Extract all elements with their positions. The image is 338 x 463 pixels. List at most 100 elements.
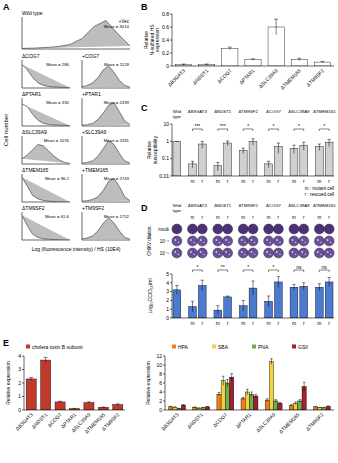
- well: [289, 224, 299, 234]
- panel-title: ΔTM9SF2: [22, 205, 45, 211]
- plaque: [317, 251, 319, 253]
- text-line: ΔCOG7: [266, 203, 282, 208]
- text-line: ΔCOG7: [266, 109, 282, 114]
- y-tick: [170, 158, 172, 159]
- panel-label: D: [141, 203, 148, 213]
- x-tick-label: m: [292, 178, 296, 184]
- x-tick-label: m: [292, 215, 296, 220]
- legend-swatch: [212, 345, 216, 349]
- plot-area: [26, 357, 123, 410]
- well: [238, 248, 248, 258]
- legend-swatch: [292, 345, 296, 349]
- y-tick: [170, 309, 172, 310]
- significance-label: ns: [322, 264, 328, 270]
- bar: [201, 408, 205, 410]
- text-line: ΔNDST1: [214, 203, 232, 208]
- histogram: [22, 104, 70, 126]
- plaque: [270, 242, 271, 243]
- axes-frame: [22, 212, 70, 240]
- y-tick-label: 4: [159, 389, 162, 395]
- histogram: [82, 66, 130, 87]
- y-tick-label: 0.1: [162, 155, 169, 161]
- error-bar: [222, 376, 225, 385]
- well: [248, 224, 258, 234]
- plaque: [251, 239, 253, 241]
- y-tick: [170, 176, 172, 177]
- x-tick-label: m: [317, 215, 321, 220]
- error-bar: [242, 397, 245, 400]
- x-tick-label: r: [328, 320, 330, 326]
- y-tick: [170, 318, 172, 319]
- well: [324, 224, 334, 234]
- x-tick-label: m: [267, 178, 271, 184]
- text-line: ΔSLC39A9: [288, 203, 310, 208]
- y-axis-label: RelativeN-sulfated HSexpression: [143, 24, 160, 56]
- bar: [205, 407, 209, 410]
- error-bar: [270, 359, 273, 364]
- error-bar: [182, 404, 185, 406]
- plaque: [193, 242, 194, 243]
- plaque: [225, 251, 227, 253]
- bar: [181, 405, 185, 410]
- plaque: [241, 251, 243, 253]
- histogram-area: [82, 103, 130, 126]
- y-tick-label: 0.6: [162, 24, 169, 30]
- axes-frame: [22, 17, 130, 49]
- panel-label: C: [141, 103, 148, 113]
- x-tick-label: r: [201, 320, 203, 326]
- group-label: ΔNDST1: [214, 109, 232, 114]
- error-bar: [274, 400, 277, 403]
- legend-label: SBA: [218, 344, 229, 350]
- panel-title: ΔCOG7: [22, 53, 40, 59]
- x-tick-label: r: [278, 215, 280, 220]
- text-line: expression: [154, 28, 160, 52]
- x-tick-label: r: [227, 178, 229, 184]
- error-bar: [218, 392, 221, 396]
- significance-bracket: [269, 129, 279, 131]
- significance-bracket: [243, 270, 253, 272]
- plaque: [292, 251, 294, 253]
- x-tick-label: m: [191, 215, 195, 220]
- x-tick-label: ΔB3GAT3: [14, 411, 34, 431]
- histogram: [82, 179, 130, 202]
- well: [172, 248, 182, 258]
- bar: [173, 407, 177, 410]
- axes-frame: [22, 174, 70, 202]
- error-bar: [226, 379, 229, 386]
- plaque: [295, 254, 296, 255]
- error-bar: [29, 378, 33, 381]
- image-row-label: 10⁻⁵: [160, 251, 169, 256]
- plaque: [279, 254, 280, 255]
- plot-area: [175, 19, 330, 66]
- error-bar: [294, 402, 297, 405]
- image-row-label: 10⁻⁴: [160, 239, 169, 244]
- y-tick: [163, 392, 165, 393]
- plaque: [279, 242, 280, 243]
- x-tick-label: r: [201, 178, 203, 184]
- plaque: [330, 242, 331, 243]
- y-tick-label: 3: [18, 366, 21, 372]
- plaque: [305, 254, 306, 255]
- axes-frame: [82, 60, 130, 88]
- text-line: ΔTMEM165: [313, 109, 336, 114]
- well: [197, 248, 207, 258]
- error-bar: [277, 143, 280, 153]
- bar: [315, 147, 323, 176]
- well: [248, 248, 258, 258]
- x-tick-label: m: [190, 178, 194, 184]
- x-tick-label: ΔTM9SF2: [305, 67, 325, 87]
- x-tick-label: m: [317, 178, 321, 184]
- error-bar: [320, 61, 324, 62]
- well: [314, 224, 324, 234]
- error-bar: [250, 392, 253, 397]
- well: [187, 236, 197, 246]
- x-tick-label: ΔCOG7: [211, 411, 228, 428]
- error-bar: [205, 64, 209, 65]
- significance-bracket: [218, 129, 228, 131]
- bar: [239, 150, 247, 176]
- histogram: [22, 145, 70, 164]
- x-tick-label: r: [252, 215, 254, 220]
- x-tick-label: r: [252, 320, 254, 326]
- y-tick-label: 1: [166, 306, 169, 312]
- y-tick: [163, 383, 165, 384]
